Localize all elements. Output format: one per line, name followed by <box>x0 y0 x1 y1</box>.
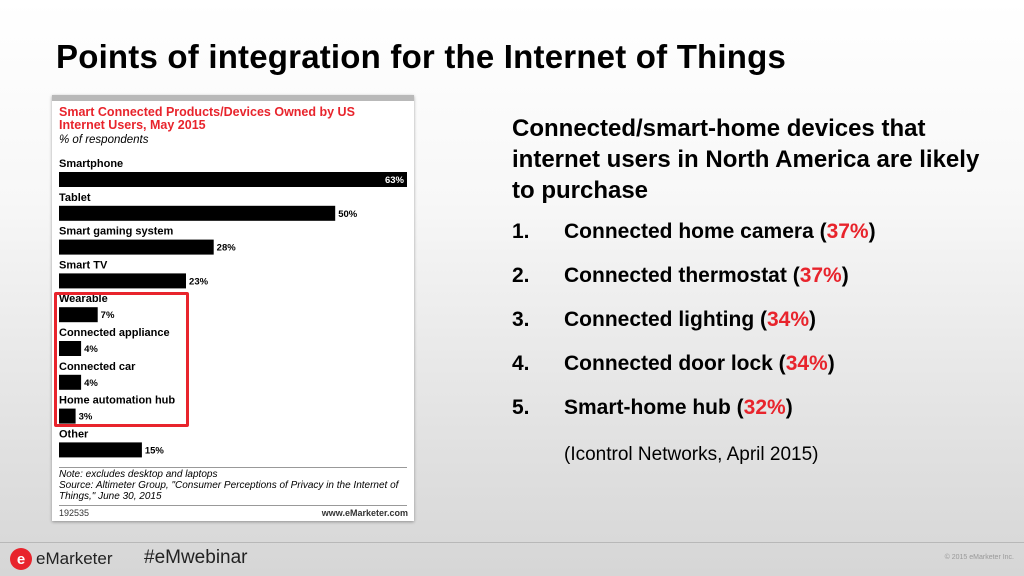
value-label: 23% <box>189 276 209 287</box>
bar <box>59 172 407 187</box>
device-item-percent: 34% <box>785 352 828 375</box>
chart-card: Smart Connected Products/Devices Owned b… <box>52 95 414 521</box>
category-label: Connected car <box>59 361 136 373</box>
logo-text: eMarketer <box>36 549 113 568</box>
bar <box>59 374 82 390</box>
device-item-close: ) <box>841 264 849 287</box>
device-item-text: Connected door lock (34%) <box>564 352 835 376</box>
device-item-close: ) <box>809 308 817 331</box>
chart-title: Smart Connected Products/Devices Owned b… <box>59 105 355 132</box>
chart-site-link[interactable]: www.eMarketer.com <box>321 508 408 518</box>
bar-chart: Smartphone 63% Tablet 50% Smart gaming syste… <box>52 95 414 521</box>
device-item-text: Connected home camera (37%) <box>564 220 876 244</box>
chart-note: Note: excludes desktop and laptops <box>59 469 218 480</box>
device-item-text: Smart-home hub (32%) <box>564 396 793 420</box>
value-label: 28% <box>217 243 237 254</box>
chart-top-bar <box>52 95 414 101</box>
value-label: 4% <box>84 344 98 355</box>
device-list: 1. Connected home camera (37%) 2. Connected… <box>512 220 982 440</box>
device-item: 5. Smart-home hub (32%) <box>512 396 982 440</box>
category-label: Other <box>59 428 89 440</box>
device-item-number: 3. <box>512 308 530 331</box>
right-heading: Connected/smart-home devices that intern… <box>512 115 980 204</box>
chart-id: 192535 <box>59 508 90 518</box>
device-item-label: Connected thermostat ( <box>564 264 800 287</box>
hashtag: #eMwebinar <box>144 547 248 568</box>
device-item-percent: 37% <box>799 264 842 287</box>
copyright: © 2015 eMarketer Inc. <box>944 554 1014 561</box>
footer-divider <box>0 542 1024 543</box>
device-item-number: 5. <box>512 396 530 419</box>
device-item-text: Connected lighting (34%) <box>564 308 816 332</box>
chart-source: Source: Altimeter Group, "Consumer Perce… <box>59 480 399 502</box>
value-label: 50% <box>338 209 358 220</box>
chart-subtitle: % of respondents <box>59 134 149 146</box>
category-label: Wearable <box>59 293 108 305</box>
device-item-number: 2. <box>512 264 530 287</box>
highlight-box <box>54 292 189 427</box>
device-item-close: ) <box>827 352 835 375</box>
value-label: 15% <box>145 445 165 456</box>
device-item-text: Connected thermostat (37%) <box>564 264 849 288</box>
bar-chart-svg: Smartphone 63% Tablet 50% Smart gaming syste… <box>59 158 407 458</box>
category-label: Smart gaming system <box>59 226 174 238</box>
device-item-label: Connected lighting ( <box>564 308 767 331</box>
device-item: 4. Connected door lock (34%) <box>512 352 982 396</box>
value-label: 63% <box>385 175 405 186</box>
emarketer-logo: e eMarketer <box>10 545 113 573</box>
chart-divider <box>59 467 407 468</box>
value-label: 4% <box>84 378 98 389</box>
device-item-close: ) <box>785 396 793 419</box>
right-source: (Icontrol Networks, April 2015) <box>564 444 819 465</box>
category-label: Smart TV <box>59 259 108 271</box>
slide-title: Points of integration for the Internet o… <box>56 38 787 75</box>
bar <box>59 341 82 356</box>
device-item: 2. Connected thermostat (37%) <box>512 264 982 308</box>
bar <box>59 239 214 255</box>
device-item: 1. Connected home camera (37%) <box>512 220 982 264</box>
category-label: Connected appliance <box>59 327 170 339</box>
device-item-close: ) <box>868 220 876 243</box>
chart-divider <box>59 505 407 506</box>
device-item-label: Smart-home hub ( <box>564 396 744 419</box>
bar <box>59 273 186 289</box>
device-item-percent: 34% <box>766 308 810 331</box>
category-label: Smartphone <box>59 158 123 170</box>
device-item-label: Connected door lock ( <box>564 352 786 375</box>
bar <box>59 442 142 458</box>
device-item-percent: 37% <box>826 220 869 243</box>
value-label: 3% <box>79 412 93 423</box>
value-label: 7% <box>101 310 115 321</box>
device-item: 3. Connected lighting (34%) <box>512 308 982 352</box>
category-label: Tablet <box>59 192 91 204</box>
emarketer-logo-icon: e <box>10 548 32 570</box>
device-item-percent: 32% <box>743 396 786 419</box>
bar <box>59 307 98 323</box>
category-label: Home automation hub <box>59 395 175 407</box>
bar <box>59 408 76 424</box>
device-item-number: 1. <box>512 220 530 243</box>
device-item-number: 4. <box>512 352 530 375</box>
chart-notes: Note: excludes desktop and laptops Sourc… <box>59 469 409 502</box>
device-item-label: Connected home camera ( <box>564 220 827 243</box>
bar <box>59 205 336 221</box>
right-panel: Connected/smart-home devices that intern… <box>512 113 982 466</box>
